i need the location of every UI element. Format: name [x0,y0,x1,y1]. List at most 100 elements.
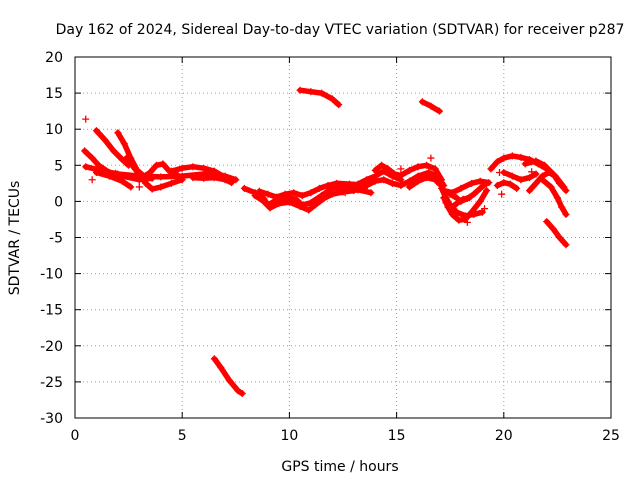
series-arc-11 [251,184,368,214]
data-point [238,389,246,397]
data-point [88,154,96,162]
x-tick-label: 0 [71,428,80,444]
data-point [481,205,489,213]
series-arc-06 [122,154,186,193]
data-point [427,102,435,110]
chart-title: Day 162 of 2024, Sidereal Day-to-day VTE… [56,22,625,38]
data-point [468,208,476,216]
data-point [453,200,461,208]
series-arc-16 [405,174,443,191]
data-point [200,164,208,172]
data-point [296,86,304,94]
data-point [264,190,272,198]
data-point [553,194,561,202]
data-point [88,176,96,184]
y-tick-label: -15 [40,303,63,319]
data-point [315,184,323,192]
data-point [431,176,439,184]
data-point [363,182,371,190]
data-point [397,171,405,179]
data-point [390,170,398,178]
data-point [335,101,343,109]
data-point [508,172,516,180]
data-point [418,98,426,106]
y-tick-label: -10 [40,267,63,283]
data-point [476,184,484,192]
data-point [371,166,379,174]
data-point [549,225,557,233]
data-point [354,180,362,188]
data-point [142,179,150,187]
data-point [543,218,551,226]
series-arc-21 [446,194,473,213]
data-point [122,154,130,162]
data-point [500,179,508,187]
data-point [307,189,315,197]
data-point [526,174,534,182]
data-point [538,176,546,184]
series-arc-09 [189,174,236,187]
data-point [508,152,516,160]
data-point [157,173,165,181]
data-point [496,169,504,177]
data-point [178,164,186,172]
data-point [333,179,341,187]
data-point [114,129,122,137]
series-trace [543,218,569,248]
data-point [438,176,446,184]
x-axis-label: GPS time / hours [281,459,398,475]
data-point [547,183,555,191]
series-arc-15 [371,161,446,184]
data-point [562,241,570,249]
data-point [506,180,514,188]
data-point [210,167,218,175]
data-point [148,185,156,193]
series-arc-28 [210,355,246,397]
data-point [562,187,570,195]
data-point [558,203,566,211]
data-point [178,176,186,184]
y-tick-label: 20 [45,50,63,66]
data-point [423,174,431,182]
x-tick-label: 15 [388,428,406,444]
data-point [532,170,540,178]
data-point [425,169,433,177]
data-point [174,171,182,179]
series-isolated [82,115,536,226]
data-point [455,216,463,224]
y-tick-label: 0 [54,194,63,210]
data-point [307,88,315,96]
data-point [371,177,379,185]
data-point [405,166,413,174]
data-point [517,153,525,161]
data-point [92,127,100,135]
y-tick-label: 10 [45,122,63,138]
data-point [292,195,300,203]
data-point [367,189,375,197]
data-point [423,161,431,169]
data-point [167,179,175,187]
data-point [157,183,165,191]
series-arc-26 [538,176,570,218]
data-point [225,376,233,384]
data-point [200,174,208,182]
series-trace [494,179,520,192]
data-point [493,182,501,190]
data-point [440,194,448,202]
data-point [517,176,525,184]
data-point [562,210,570,218]
data-point [221,176,229,184]
data-point [328,95,336,103]
y-tick-label: -20 [40,339,63,355]
data-point [500,154,508,162]
data-point [131,165,139,173]
series-arc-27 [493,179,521,192]
data-point [324,182,332,190]
data-point [465,194,473,202]
series-arc-08 [167,163,233,185]
data-point [285,198,293,206]
data-point [476,197,484,205]
series-trace [93,169,134,190]
data-point [457,184,465,192]
